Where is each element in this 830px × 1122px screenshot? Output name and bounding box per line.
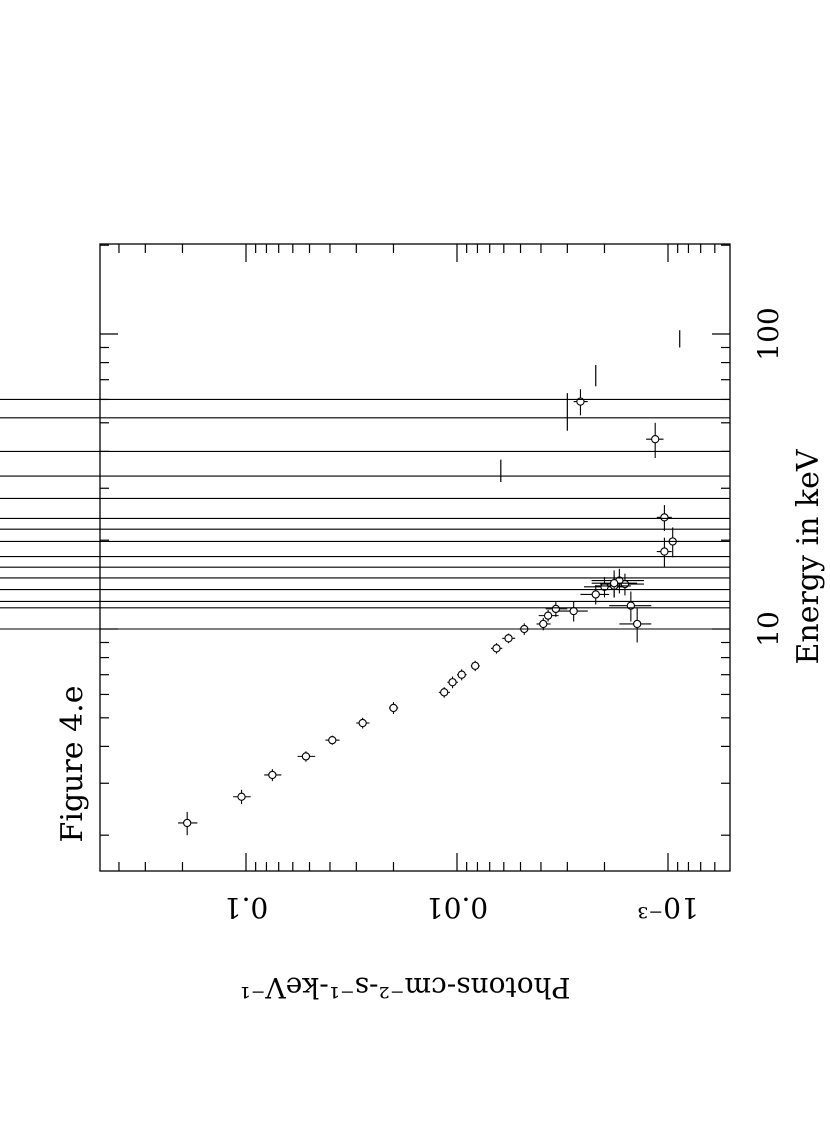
point-marker xyxy=(389,703,398,713)
data-point-9 xyxy=(457,669,467,681)
point-marker xyxy=(591,590,600,599)
data-point-10 xyxy=(470,660,480,672)
y-tick-label-1e-3: 10⁻³ xyxy=(637,891,699,924)
data-point-30 xyxy=(573,389,588,416)
point-marker xyxy=(609,579,619,588)
point-marker xyxy=(301,752,311,761)
data-point-1 xyxy=(233,789,251,805)
point-marker xyxy=(358,718,367,728)
point-marker xyxy=(633,619,642,629)
data-point-4 xyxy=(325,735,340,745)
figure-label: Figure 4.e xyxy=(55,686,90,843)
point-marker xyxy=(457,670,466,679)
point-marker xyxy=(328,735,337,745)
point-marker xyxy=(471,661,480,671)
data-point-11 xyxy=(491,643,503,654)
y-tick-label-0.1: 0.1 xyxy=(224,891,269,924)
data-point-16 xyxy=(545,601,568,617)
x-tick-label-10: 10 xyxy=(752,611,785,647)
point-marker xyxy=(551,604,561,614)
point-marker xyxy=(504,634,513,643)
point-marker xyxy=(492,644,501,653)
data-point-12 xyxy=(502,633,516,644)
ticks-group xyxy=(100,244,730,871)
data-point-24 xyxy=(591,570,638,598)
data-point-0 xyxy=(178,811,198,836)
data-point-14 xyxy=(536,617,551,631)
x-axis-label: Energy in keV xyxy=(791,448,826,664)
point-marker xyxy=(183,818,192,828)
data-point-26 xyxy=(656,537,672,568)
data-point-7 xyxy=(438,687,450,698)
y-axis-label: Photons-cm⁻²-s⁻¹-keV⁻¹ xyxy=(240,971,571,1004)
point-marker xyxy=(543,611,553,620)
point-marker xyxy=(569,606,578,616)
point-marker xyxy=(448,678,457,687)
data-point-22 xyxy=(609,591,652,622)
point-marker xyxy=(660,547,669,556)
data-point-8 xyxy=(447,676,458,689)
data-point-17 xyxy=(558,601,588,622)
point-marker xyxy=(651,435,660,444)
data-point-15 xyxy=(538,609,559,622)
data-point-29 xyxy=(646,422,664,458)
plot-frame xyxy=(99,243,731,872)
data-point-6 xyxy=(389,702,399,715)
labels-group: 10 100 Energy in keV 0.1 0.01 10⁻³ Photo… xyxy=(55,307,826,1004)
data-marks-group xyxy=(0,330,730,836)
data-point-20 xyxy=(600,573,644,596)
data-point-5 xyxy=(356,717,370,729)
point-marker xyxy=(539,619,548,629)
data-point-25 xyxy=(619,607,652,643)
point-marker xyxy=(237,792,246,801)
point-marker xyxy=(440,688,449,697)
y-tick-label-0.01: 0.01 xyxy=(426,891,488,924)
data-point-2 xyxy=(264,769,282,782)
x-tick-label-100: 100 xyxy=(752,307,785,360)
point-marker xyxy=(268,770,277,780)
data-point-3 xyxy=(297,751,316,762)
point-marker xyxy=(660,513,669,522)
